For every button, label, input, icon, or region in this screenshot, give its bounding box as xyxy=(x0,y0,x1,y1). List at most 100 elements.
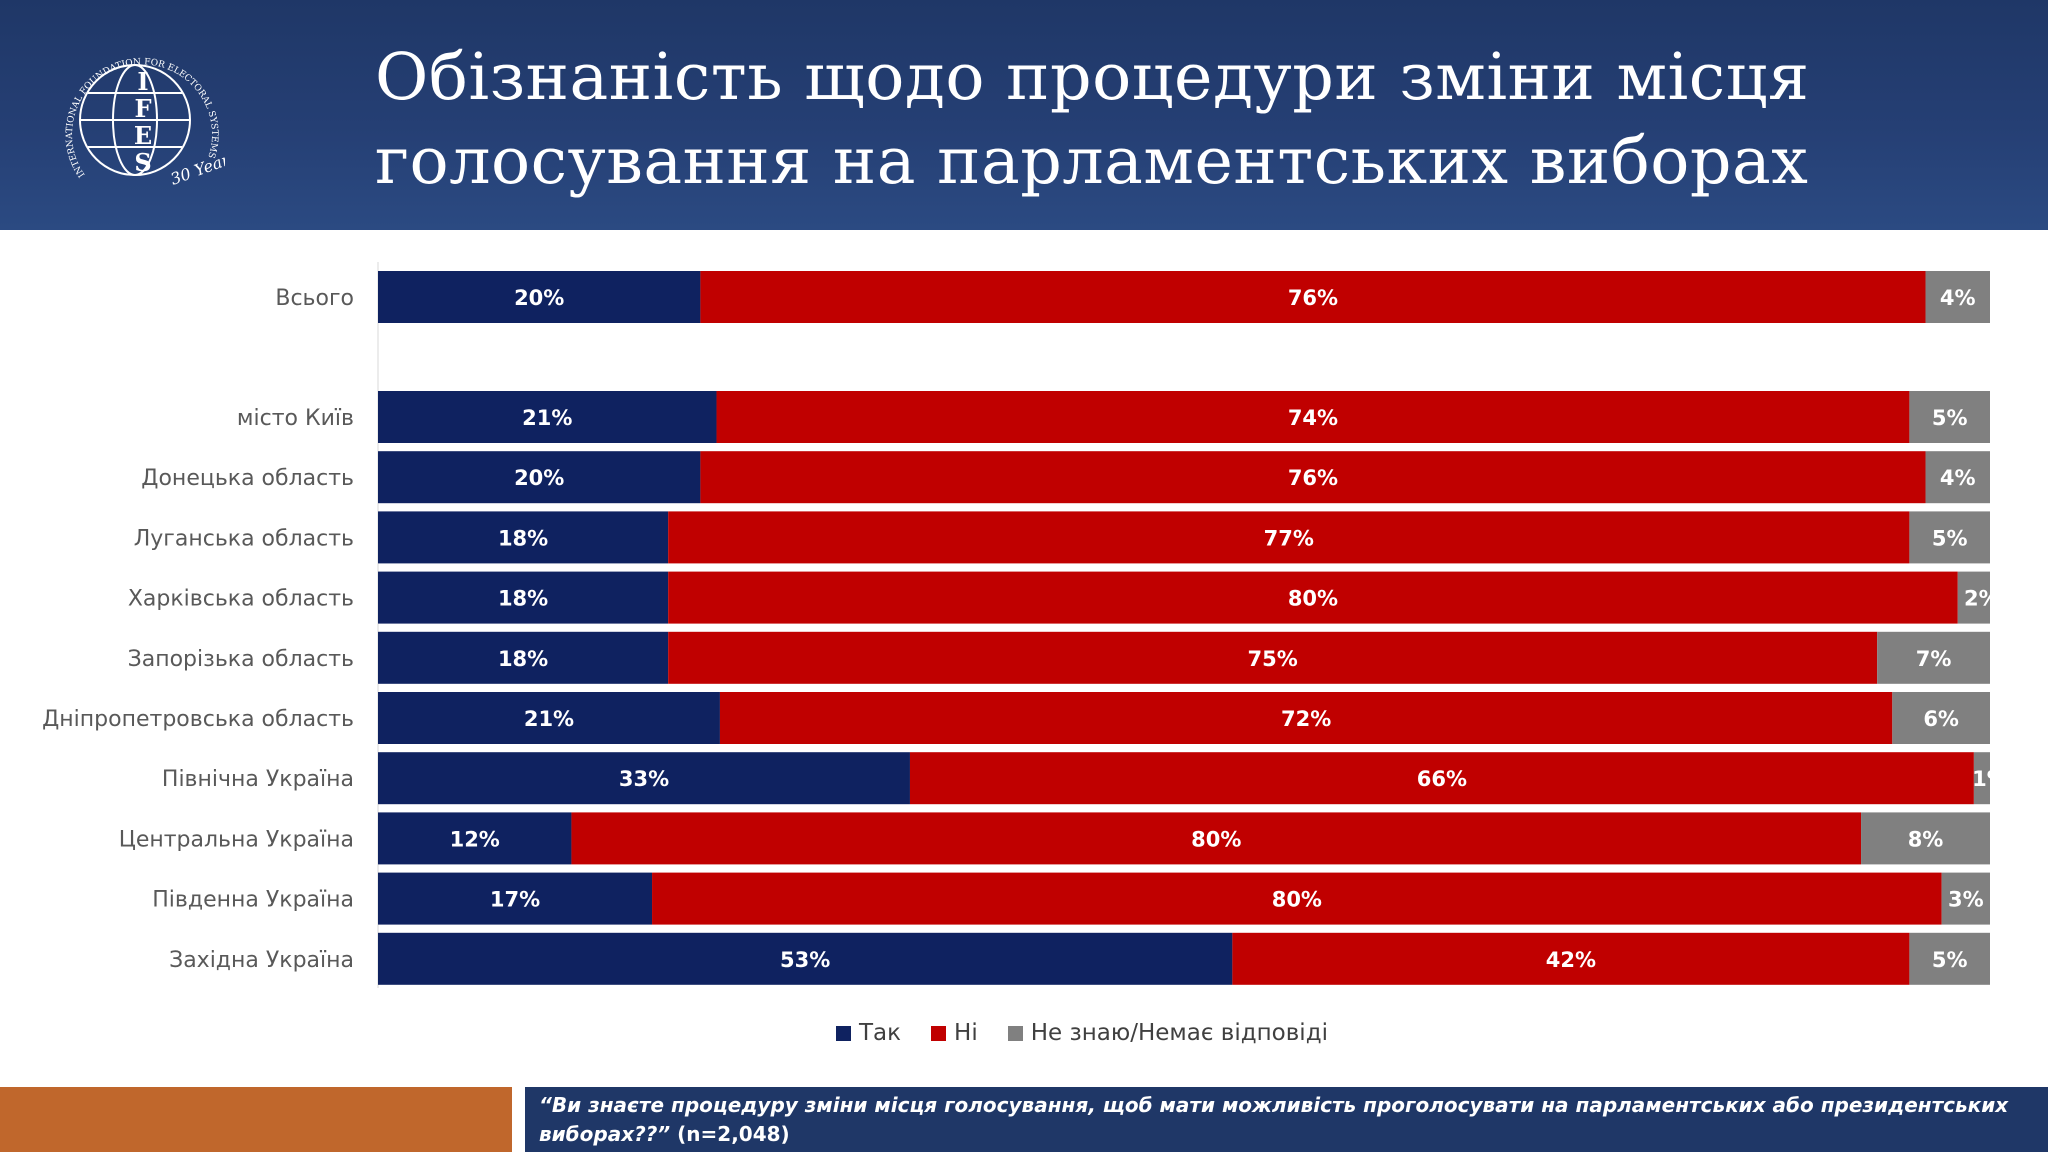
data-label-no: 74% xyxy=(1288,406,1338,430)
data-label-dont-know: 2% xyxy=(1964,587,2000,611)
bar-segment-yes xyxy=(378,391,717,443)
chart-legend: Так Ні Не знаю/Немає відповіді xyxy=(0,1020,2048,1046)
data-label-dont-know: 7% xyxy=(1916,647,1952,671)
category-label: Північна Україна xyxy=(162,767,354,792)
data-label-dont-know: 5% xyxy=(1932,526,1968,550)
stacked-bar-chart: Всього 20% 76% 4% місто Київ 21% 74% 5% Донецька… xyxy=(42,262,2008,988)
data-label-dont-know: 4% xyxy=(1940,466,1976,490)
data-label-no: 66% xyxy=(1417,767,1467,791)
header-banner: INTERNATIONAL FOUNDATION FOR ELECTORAL S… xyxy=(0,0,2048,230)
legend-item-no: Ні xyxy=(931,1020,978,1046)
legend-swatch-no xyxy=(931,1025,947,1041)
data-label-yes: 18% xyxy=(498,526,548,550)
bar-group: Всього 20% 76% 4% xyxy=(275,271,1990,323)
data-label-dont-know: 6% xyxy=(1923,707,1959,731)
data-label-dont-know: 5% xyxy=(1932,406,1968,430)
data-label-no: 80% xyxy=(1272,888,1322,912)
bar-segment-dont-know xyxy=(1909,391,1990,443)
bar-segment-yes xyxy=(378,511,669,564)
bar-group: Західна Україна 53% 42% 5% xyxy=(169,932,1990,985)
bar-group: Харківська область 18% 80% 2% xyxy=(128,571,2000,624)
bar-segment-no xyxy=(719,692,1893,744)
category-label: Центральна Україна xyxy=(119,827,354,852)
bar-group: Запорізька область 18% 75% 7% xyxy=(128,631,1990,684)
bar-segment-dont-know xyxy=(1957,571,1990,624)
legend-label-yes: Так xyxy=(859,1020,902,1046)
bar-segment-yes xyxy=(378,812,572,865)
bar-segment-yes xyxy=(378,692,720,744)
bar-group: Центральна Україна 12% 80% 8% xyxy=(119,812,1990,865)
data-label-yes: 20% xyxy=(514,286,564,310)
bar-segment-yes xyxy=(378,752,910,805)
data-label-dont-know: 8% xyxy=(1908,827,1944,851)
bar-group: Південна Україна 17% 80% 3% xyxy=(152,872,1990,925)
bar-segment-yes xyxy=(378,271,701,323)
data-label-no: 75% xyxy=(1248,647,1298,671)
data-label-dont-know: 4% xyxy=(1940,286,1976,310)
data-label-yes: 33% xyxy=(619,767,669,791)
svg-text:S: S xyxy=(134,148,151,177)
data-label-no: 42% xyxy=(1546,948,1596,972)
title-line-1: Обізнаність щодо процедури зміни місця xyxy=(375,40,1810,115)
svg-text:I: I xyxy=(137,67,148,96)
svg-text:F: F xyxy=(134,94,151,123)
bar-segment-no xyxy=(1232,932,1910,985)
bar-segment-dont-know xyxy=(1877,631,1990,684)
bar-segment-yes xyxy=(378,631,669,684)
data-label-yes: 53% xyxy=(780,948,830,972)
title-line-2: голосування на парламентських виборах xyxy=(375,124,1809,199)
data-label-yes: 21% xyxy=(522,406,572,430)
bar-segment-dont-know xyxy=(1925,451,1990,504)
category-label: Донецька область xyxy=(141,466,354,491)
category-label: Західна Україна xyxy=(169,948,354,973)
bar-segment-dont-know xyxy=(1973,752,1990,805)
bar-segment-no xyxy=(652,872,1942,925)
data-label-no: 80% xyxy=(1288,587,1338,611)
category-label: Південна Україна xyxy=(152,888,354,913)
legend-swatch-yes xyxy=(836,1025,851,1041)
data-label-dont-know: 3% xyxy=(1948,888,1984,912)
data-label-no: 77% xyxy=(1264,526,1314,550)
bar-segment-no xyxy=(668,571,1958,624)
bar-group: Дніпропетровська область 21% 72% 6% xyxy=(42,692,1990,744)
bar-segment-yes xyxy=(378,451,701,504)
data-label-no: 76% xyxy=(1288,466,1338,490)
legend-label-no: Ні xyxy=(954,1020,978,1046)
footer-accent-bar xyxy=(0,1087,512,1152)
ifes-logo: INTERNATIONAL FOUNDATION FOR ELECTORAL S… xyxy=(65,57,225,189)
bar-segment-no xyxy=(909,752,1974,805)
bar-group: місто Київ 21% 74% 5% xyxy=(237,391,1990,443)
legend-label-dont-know: Не знаю/Немає відповіді xyxy=(1030,1020,1328,1046)
category-label: Запорізька область xyxy=(128,647,354,672)
bar-segment-yes xyxy=(378,932,1233,985)
data-label-dont-know: 1% xyxy=(1972,767,2008,791)
data-label-yes: 18% xyxy=(498,587,548,611)
bar-segment-dont-know xyxy=(1909,932,1990,985)
bar-segment-dont-know xyxy=(1941,872,1990,925)
bar-segment-no xyxy=(571,812,1862,865)
bar-segment-yes xyxy=(378,872,653,925)
category-label: Дніпропетровська область xyxy=(42,707,354,732)
legend-item-yes: Так xyxy=(836,1020,901,1046)
legend-swatch-dont-know xyxy=(1007,1025,1023,1041)
category-label: Всього xyxy=(275,286,354,311)
bar-segment-dont-know xyxy=(1925,271,1990,323)
page-title: Обізнаність щодо процедури зміни місця г… xyxy=(375,36,2015,204)
data-label-yes: 17% xyxy=(490,888,540,912)
data-label-no: 76% xyxy=(1288,286,1338,310)
bar-group: Луганська область 18% 77% 5% xyxy=(134,511,1990,564)
data-label-yes: 21% xyxy=(524,707,574,731)
bar-segment-no xyxy=(716,391,1910,443)
category-label: Луганська область xyxy=(134,526,354,551)
category-label: Харківська область xyxy=(128,587,354,612)
data-label-dont-know: 5% xyxy=(1932,948,1968,972)
sample-size: (n=2,048) xyxy=(670,1122,790,1146)
data-label-yes: 18% xyxy=(498,647,548,671)
bar-group: Північна Україна 33% 66% 1% xyxy=(162,752,2008,805)
bar-segment-no xyxy=(668,631,1878,684)
survey-question-footer: “Ви знаєте процедуру зміни місця голосув… xyxy=(525,1087,2048,1152)
legend-item-dont-know: Не знаю/Немає відповіді xyxy=(1007,1020,1328,1046)
bar-segment-no xyxy=(668,511,1910,564)
bar-segment-dont-know xyxy=(1892,692,1990,744)
svg-text:30 Years: 30 Years xyxy=(168,147,225,189)
